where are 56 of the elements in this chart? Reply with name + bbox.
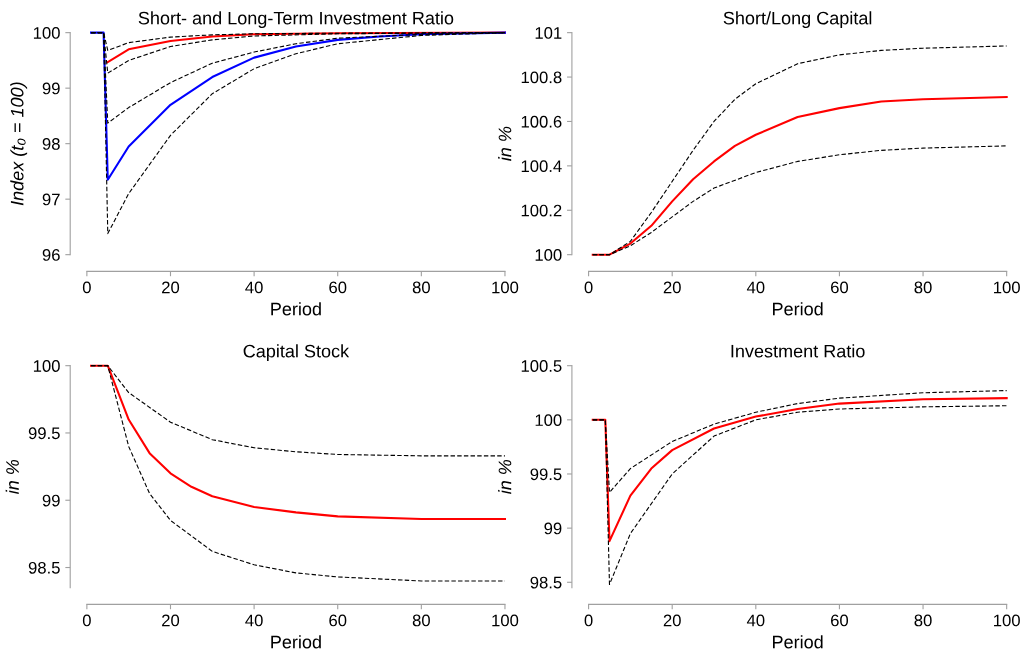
y-axis-title: in % — [498, 459, 512, 494]
y-tick-label: 98.5 — [28, 561, 60, 574]
y-tick-label: 99.5 — [28, 427, 60, 440]
y-axis-title: in % — [498, 126, 512, 161]
x-tick-label: 40 — [245, 281, 263, 294]
y-tick-label: 99 — [42, 82, 60, 95]
x-tick-label: 80 — [914, 281, 932, 294]
x-tick-label: 20 — [663, 614, 681, 627]
y-tick-label: 100.6 — [521, 115, 562, 128]
x-axis-title: Period — [773, 635, 823, 649]
x-tick-label: 60 — [329, 281, 347, 294]
x-tick-label: 80 — [412, 614, 430, 627]
y-tick-label: 99 — [42, 494, 60, 507]
y-tick-label: 100 — [33, 360, 60, 372]
x-tick-label: 0 — [82, 281, 91, 294]
y-tick-label: 97 — [42, 193, 60, 206]
x-tick-label: 100 — [994, 614, 1020, 627]
y-tick-label: 100.4 — [521, 160, 562, 173]
y-tick-label: 101 — [535, 27, 562, 39]
x-tick-label: 40 — [245, 614, 263, 627]
y-tick-label: 96 — [42, 249, 60, 261]
x-tick-label: 20 — [162, 281, 180, 294]
x-tick-label: 60 — [831, 281, 849, 294]
chart-title: Short/Long Capital — [723, 11, 872, 29]
chart-title: Capital Stock — [243, 344, 350, 362]
y-tick-label: 100 — [535, 414, 562, 427]
x-axis-title: Period — [271, 302, 321, 316]
y-tick-label: 98.5 — [530, 576, 562, 589]
x-tick-label: 0 — [82, 614, 91, 627]
x-tick-label: 80 — [914, 614, 932, 627]
y-tick-label: 100 — [535, 249, 562, 261]
y-tick-label: 99 — [544, 522, 562, 535]
x-tick-label: 40 — [746, 614, 765, 627]
x-axis-title: Period — [773, 302, 823, 316]
y-axis-title: Index (t₀ = 100) — [10, 82, 28, 206]
y-tick-label: 100.5 — [521, 360, 562, 372]
y-tick-label: 100.2 — [521, 204, 562, 217]
x-tick-label: 40 — [746, 281, 765, 294]
x-tick-label: 100 — [492, 281, 519, 294]
x-tick-label: 0 — [584, 614, 593, 627]
y-axis-title: in % — [5, 459, 19, 494]
x-tick-label: 20 — [663, 281, 681, 294]
y-tick-label: 99.5 — [530, 468, 562, 481]
x-tick-label: 100 — [994, 281, 1020, 294]
x-axis-title: Period — [271, 635, 321, 649]
x-tick-label: 80 — [412, 281, 430, 294]
y-tick-label: 100.8 — [521, 71, 562, 84]
y-tick-label: 98 — [42, 138, 60, 150]
x-tick-label: 60 — [831, 614, 849, 627]
y-tick-label: 100 — [33, 27, 60, 39]
x-tick-label: 0 — [584, 281, 593, 294]
x-tick-label: 60 — [329, 614, 347, 627]
chart-title: Short- and Long-Term Investment Ratio — [138, 11, 454, 29]
x-tick-label: 20 — [162, 614, 180, 627]
chart-title: Investment Ratio — [731, 344, 865, 358]
x-tick-label: 100 — [492, 614, 519, 627]
